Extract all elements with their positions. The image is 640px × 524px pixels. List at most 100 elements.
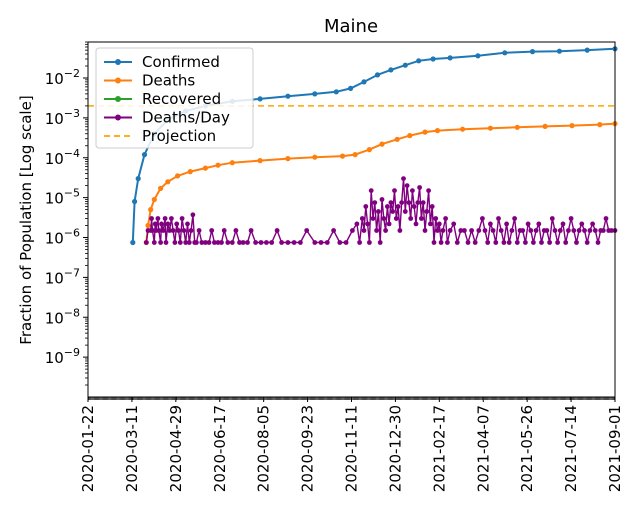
series-deaths-day-point: [603, 216, 609, 221]
series-confirmed-point: [402, 62, 408, 68]
series-deaths-point: [215, 162, 221, 168]
series-deaths-day-point: [359, 216, 365, 221]
series-deaths-day-point: [376, 209, 381, 214]
series-deaths-day-point: [337, 240, 343, 245]
series-deaths-point: [569, 123, 575, 129]
series-deaths-day-point: [374, 228, 379, 233]
series-deaths-day-point: [194, 240, 199, 245]
series-deaths-day-point: [379, 197, 385, 202]
series-confirmed-point: [447, 55, 453, 61]
y-tick-label: 10−4: [45, 147, 80, 168]
series-deaths-day-point: [514, 240, 520, 245]
x-tick-label: 2020-09-23: [299, 405, 317, 492]
series-deaths-day-point: [509, 228, 515, 233]
legend-label-confirmed: Confirmed: [142, 53, 220, 71]
series-deaths-point: [165, 179, 171, 185]
series-deaths-day-point: [568, 216, 574, 221]
series-deaths-day-point: [209, 228, 215, 233]
series-deaths-day-point: [372, 200, 378, 206]
series-deaths-day-point: [560, 221, 566, 227]
x-ticks: 2020-01-22 2020-03-11 2020-04-29 2020-06-17…: [79, 397, 624, 492]
series-deaths-day-point: [592, 228, 598, 233]
series-deaths-day-point: [404, 183, 410, 189]
x-tick-label: 2020-06-17: [211, 405, 229, 492]
series-deaths-day-point: [587, 228, 593, 233]
series-deaths-day-point: [215, 240, 221, 245]
series-deaths-day-point: [269, 240, 275, 245]
series-deaths-day-point: [172, 240, 178, 245]
series-deaths-day-point: [571, 228, 577, 233]
series-deaths-day-point: [566, 228, 571, 233]
series-deaths-day-point: [480, 216, 485, 221]
series-deaths-day-point: [574, 240, 579, 245]
series-deaths-point: [366, 147, 372, 153]
series-deaths-day-point: [350, 228, 355, 233]
series-deaths-day-point: [174, 221, 180, 227]
x-tick-label: 2021-09-01: [606, 405, 624, 492]
series-deaths-day-point: [169, 216, 174, 221]
series-deaths-day-point: [395, 204, 401, 209]
series-confirmed-point: [475, 53, 481, 59]
legend-frame: [95, 47, 254, 149]
series-deaths-day-point: [212, 240, 217, 245]
series-deaths-point: [597, 122, 603, 128]
series-deaths-day-point: [149, 216, 155, 221]
series-confirmed-point: [374, 72, 381, 78]
series-deaths-day-point: [357, 240, 362, 245]
series-deaths-day-point: [501, 240, 507, 245]
series-deaths-day-point: [248, 228, 254, 233]
series-deaths-day-point: [186, 240, 192, 245]
series-deaths-day-point: [365, 221, 370, 227]
series-deaths-day-point: [183, 240, 189, 245]
series-deaths-day-point: [190, 212, 196, 218]
series-deaths-day-point: [413, 221, 419, 227]
series-deaths-day-point: [170, 228, 176, 233]
series-deaths-day-point: [367, 240, 372, 245]
series-deaths-point: [487, 125, 493, 131]
series-deaths-day-point: [512, 216, 517, 221]
series-confirmed-point: [257, 96, 263, 102]
series-deaths-day-point: [390, 209, 396, 214]
series-deaths-day-point: [408, 216, 414, 221]
legend-label-recovered: Recovered: [142, 90, 221, 108]
y-tick-label: 10−2: [45, 67, 80, 88]
series-deaths-day-point: [417, 185, 422, 190]
series-deaths-day-point: [229, 240, 235, 245]
series-deaths-day-point: [402, 209, 408, 214]
series-deaths-day-point: [279, 240, 284, 245]
series-deaths-day-point: [438, 240, 444, 245]
series-deaths-day-point: [482, 228, 488, 233]
series-deaths-day-point: [469, 228, 474, 233]
series-deaths-point: [379, 141, 385, 147]
series-deaths-day-point: [399, 200, 405, 206]
series-deaths-day-point: [185, 221, 190, 227]
series-deaths-day-point: [533, 228, 539, 233]
series-deaths-day-point: [401, 176, 406, 182]
x-tick-label: 2020-11-11: [343, 405, 361, 492]
series-deaths-day-point: [498, 228, 504, 233]
series-deaths-day-point: [410, 188, 415, 194]
series-deaths-day-point: [419, 216, 424, 221]
series-deaths-day-point: [386, 221, 392, 227]
y-tick-label: 10−9: [45, 346, 80, 367]
series-deaths-day-point: [476, 228, 482, 233]
series-deaths-day-point: [584, 240, 590, 245]
series-confirmed-point: [361, 79, 367, 85]
series-confirmed-point: [529, 49, 536, 55]
series-deaths-day-point: [406, 200, 412, 206]
series-deaths-day-point: [285, 240, 291, 245]
x-tick-label: 2021-05-26: [518, 405, 536, 492]
series-deaths-point: [514, 124, 520, 130]
series-deaths-point: [229, 160, 235, 166]
series-deaths-day-point: [331, 228, 336, 233]
chart-title: Maine: [324, 16, 378, 37]
series-deaths-day-point: [411, 204, 417, 209]
series-deaths-day-point: [370, 216, 376, 221]
series-deaths-day-point: [196, 228, 202, 233]
series-deaths-day-point: [199, 240, 205, 245]
x-tick-label: 2020-03-11: [123, 405, 141, 492]
series-deaths-day-point: [429, 204, 435, 209]
y-tick-label: 10−7: [45, 266, 80, 287]
series-deaths-point: [542, 123, 548, 129]
